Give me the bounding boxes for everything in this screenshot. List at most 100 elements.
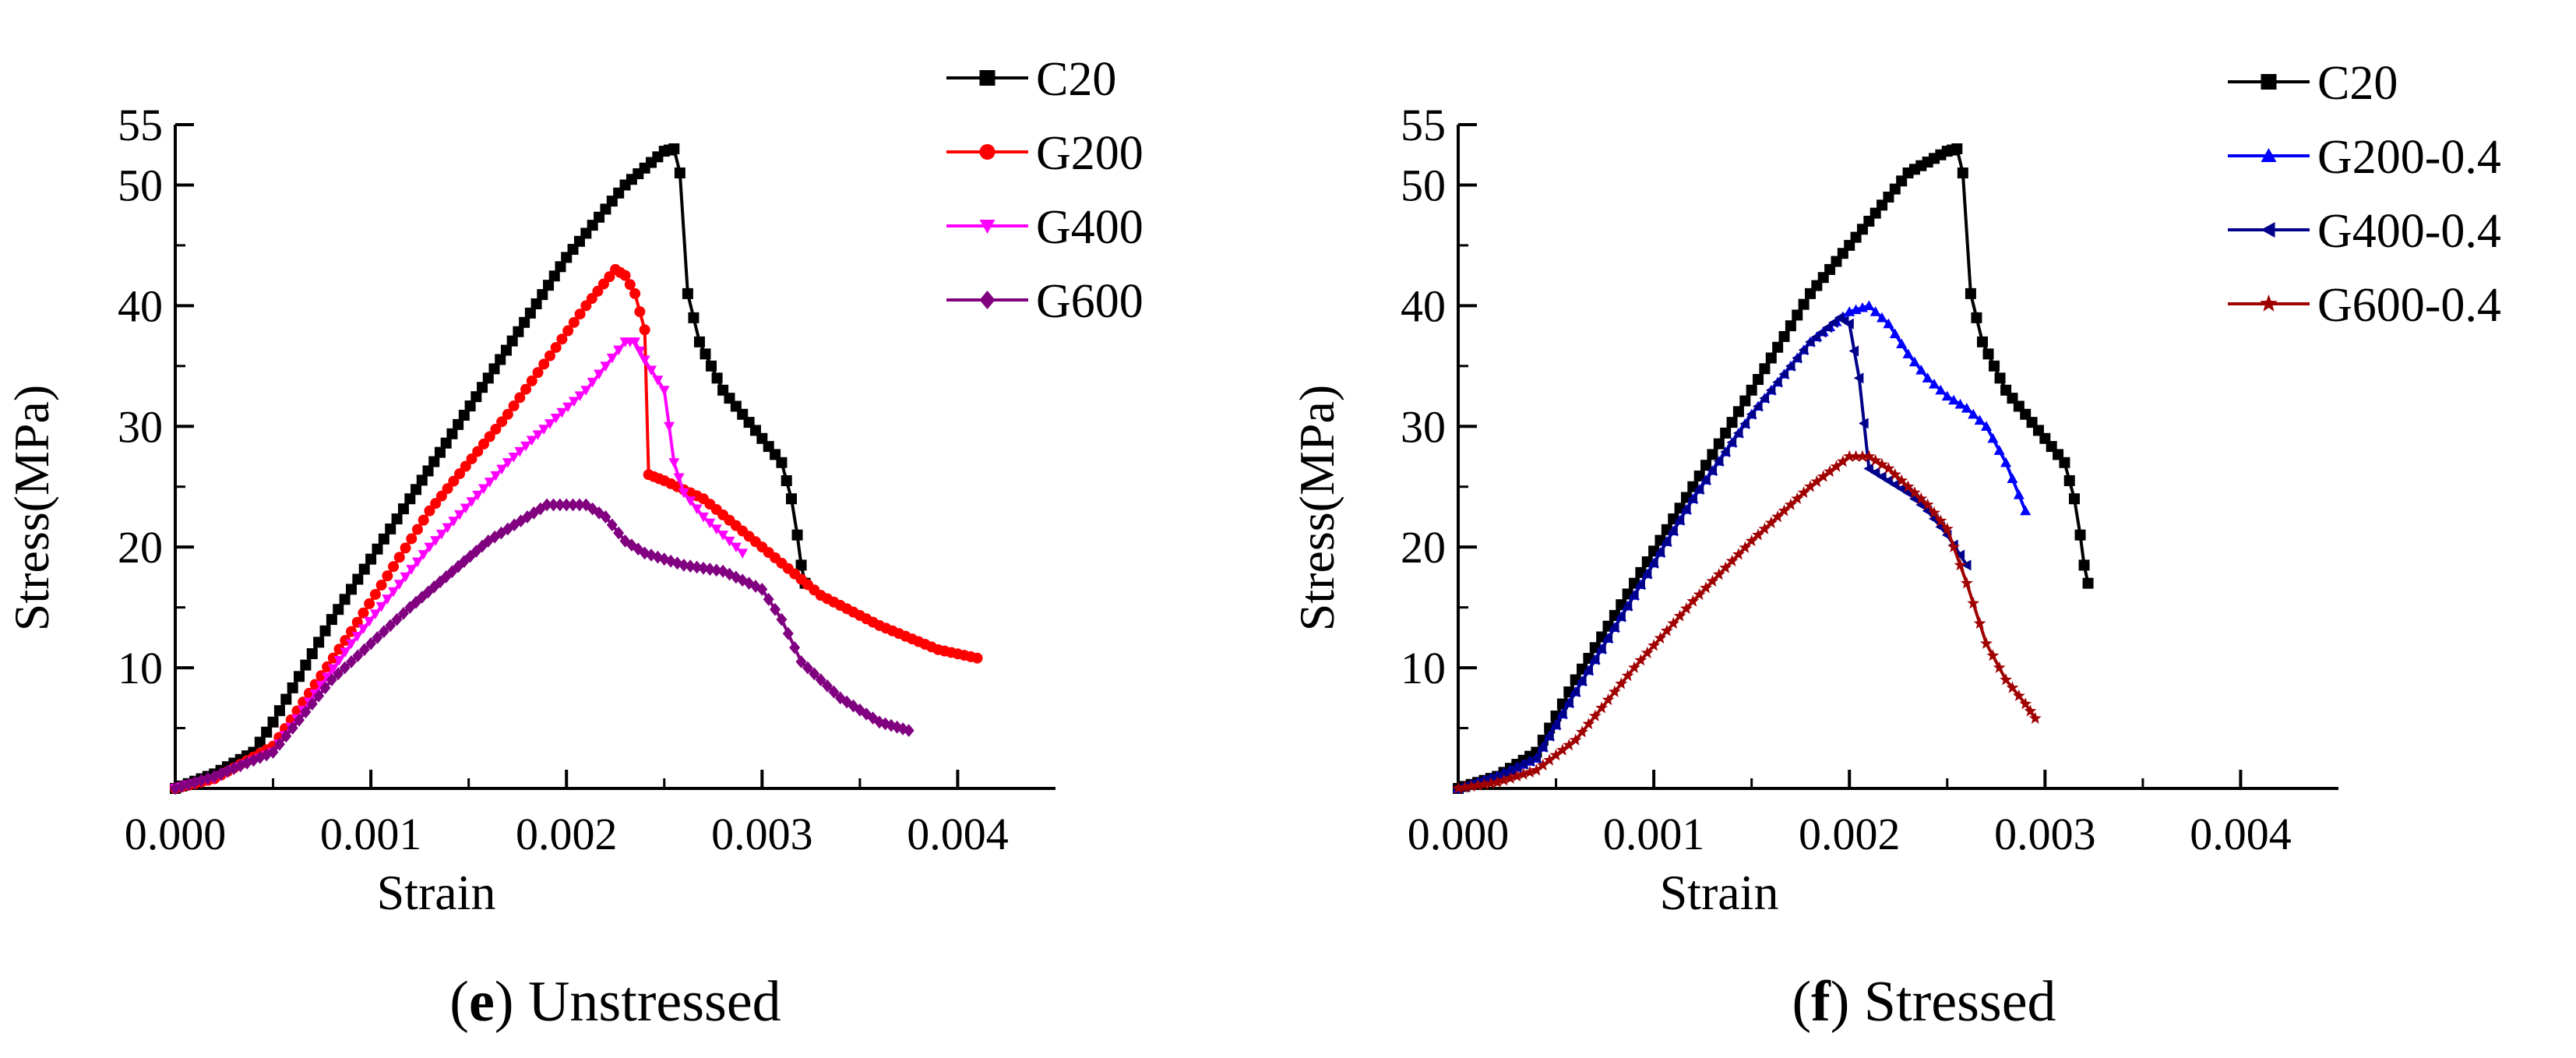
data-point-G400-0.4 (1853, 372, 1864, 384)
data-point-C20 (1732, 406, 1744, 418)
data-point-G600-0.4 (1901, 480, 1915, 492)
data-point-G400-0.4 (1602, 633, 1613, 644)
legend-marker-G600-0.4 (2260, 294, 2278, 312)
data-point-G600-0.4 (1940, 522, 1954, 534)
data-point-G600-0.4 (2024, 704, 2037, 717)
data-point-G400-0.4 (1583, 665, 1594, 676)
data-point-C20 (411, 484, 422, 495)
data-point-G400-0.4 (1550, 719, 1561, 731)
data-point-G600 (795, 654, 807, 668)
data-point-C20 (674, 167, 685, 178)
x-tick-label: 0.000 (125, 809, 227, 859)
data-point-G600 (300, 705, 312, 719)
legend-marker-G200 (979, 144, 996, 160)
data-point-C20 (519, 316, 530, 328)
y-tick-label: 10 (1401, 643, 1446, 693)
data-point-C20 (693, 336, 705, 347)
data-point-C20 (668, 143, 680, 154)
data-point-G200-0.4 (1981, 421, 1992, 431)
data-point-G200-0.4 (1929, 379, 1940, 389)
data-point-G400-0.4 (1674, 514, 1685, 526)
data-point-C20 (458, 409, 470, 421)
data-point-G200 (562, 325, 574, 337)
data-point-C20 (537, 289, 548, 301)
legend-marker-G200-0.4 (2261, 148, 2277, 162)
data-point-G600-0.4 (2012, 689, 2025, 702)
data-point-G600-0.4 (1582, 717, 1595, 730)
data-point-G400 (430, 536, 442, 546)
legend-label-C20: C20 (2317, 57, 2398, 110)
data-point-G400 (685, 496, 696, 506)
data-point-G200 (604, 271, 615, 283)
data-point-G200 (496, 416, 508, 428)
data-point-G600-0.4 (1693, 587, 1706, 601)
data-point-G400-0.4 (1668, 525, 1678, 537)
y-axis-title: Stress(MPa) (4, 385, 59, 631)
data-point-G600-0.4 (1855, 450, 1869, 462)
data-point-G600-0.4 (1458, 781, 1471, 793)
data-point-C20 (440, 437, 452, 449)
data-point-G400-0.4 (1859, 418, 1869, 429)
data-point-G200 (502, 408, 513, 420)
data-point-G600 (273, 737, 285, 751)
data-point-G600-0.4 (1947, 540, 1961, 552)
data-point-G200-0.4 (2013, 489, 2025, 499)
data-point-C20 (1753, 374, 1764, 386)
data-point-G200 (435, 490, 447, 502)
data-point-G200 (586, 293, 597, 305)
data-point-G600 (365, 637, 377, 651)
data-point-C20 (1798, 298, 1810, 310)
data-point-G600-0.4 (1784, 498, 1797, 510)
data-point-G600 (815, 673, 826, 686)
x-axis-title: Strain (377, 865, 496, 920)
data-point-G400 (411, 557, 423, 568)
data-point-G600-0.4 (1634, 654, 1647, 666)
data-point-G200 (388, 561, 400, 573)
data-point-G600-0.4 (1647, 639, 1661, 651)
data-point-G200-0.4 (1987, 432, 1999, 443)
data-point-G400-0.4 (1720, 446, 1730, 457)
data-point-G400 (526, 436, 537, 446)
data-point-G600-0.4 (1745, 534, 1758, 547)
data-point-G400-0.4 (1805, 336, 1815, 347)
y-tick-label: 50 (118, 160, 163, 210)
data-point-G600 (903, 724, 914, 738)
x-tick-label: 0.002 (516, 809, 618, 859)
data-point-G400-0.4 (1883, 474, 1894, 486)
data-point-C20 (1976, 336, 1988, 347)
data-point-G400 (424, 542, 435, 553)
data-point-G600-0.4 (1934, 514, 1947, 527)
data-point-G600 (287, 721, 298, 735)
data-point-C20 (1989, 360, 2000, 372)
data-point-G400-0.4 (1577, 675, 1587, 687)
series-line-G400-0.4 (1457, 316, 1968, 790)
data-point-G200-0.4 (1889, 328, 1901, 339)
data-point-G600 (763, 592, 774, 606)
data-point-G400-0.4 (1648, 557, 1658, 569)
data-point-G600-0.4 (1817, 470, 1830, 482)
data-point-G400 (562, 402, 574, 413)
data-point-G600-0.4 (1517, 767, 1530, 780)
data-point-G200 (490, 423, 502, 435)
data-point-C20 (464, 400, 476, 412)
data-point-G400-0.4 (1961, 559, 1972, 571)
data-point-G400 (364, 616, 375, 627)
data-point-C20 (326, 614, 337, 626)
data-point-G600-0.4 (1686, 594, 1700, 607)
data-point-G400-0.4 (1746, 408, 1757, 420)
data-point-G600-0.4 (1876, 457, 1889, 471)
data-point-G600 (822, 679, 833, 693)
data-point-C20 (488, 363, 500, 375)
data-point-G600-0.4 (1758, 522, 1771, 534)
data-point-C20 (1778, 330, 1790, 342)
data-point-G400-0.4 (1778, 369, 1789, 380)
data-point-G200 (544, 350, 555, 361)
y-tick-label: 20 (1401, 522, 1446, 573)
data-point-G600-0.4 (1608, 685, 1621, 697)
data-point-G600 (573, 498, 585, 512)
data-point-C20 (313, 637, 325, 648)
data-point-G600-0.4 (1732, 548, 1745, 560)
data-point-G200 (406, 533, 418, 545)
data-point-C20 (365, 553, 377, 565)
data-point-C20 (280, 693, 292, 705)
